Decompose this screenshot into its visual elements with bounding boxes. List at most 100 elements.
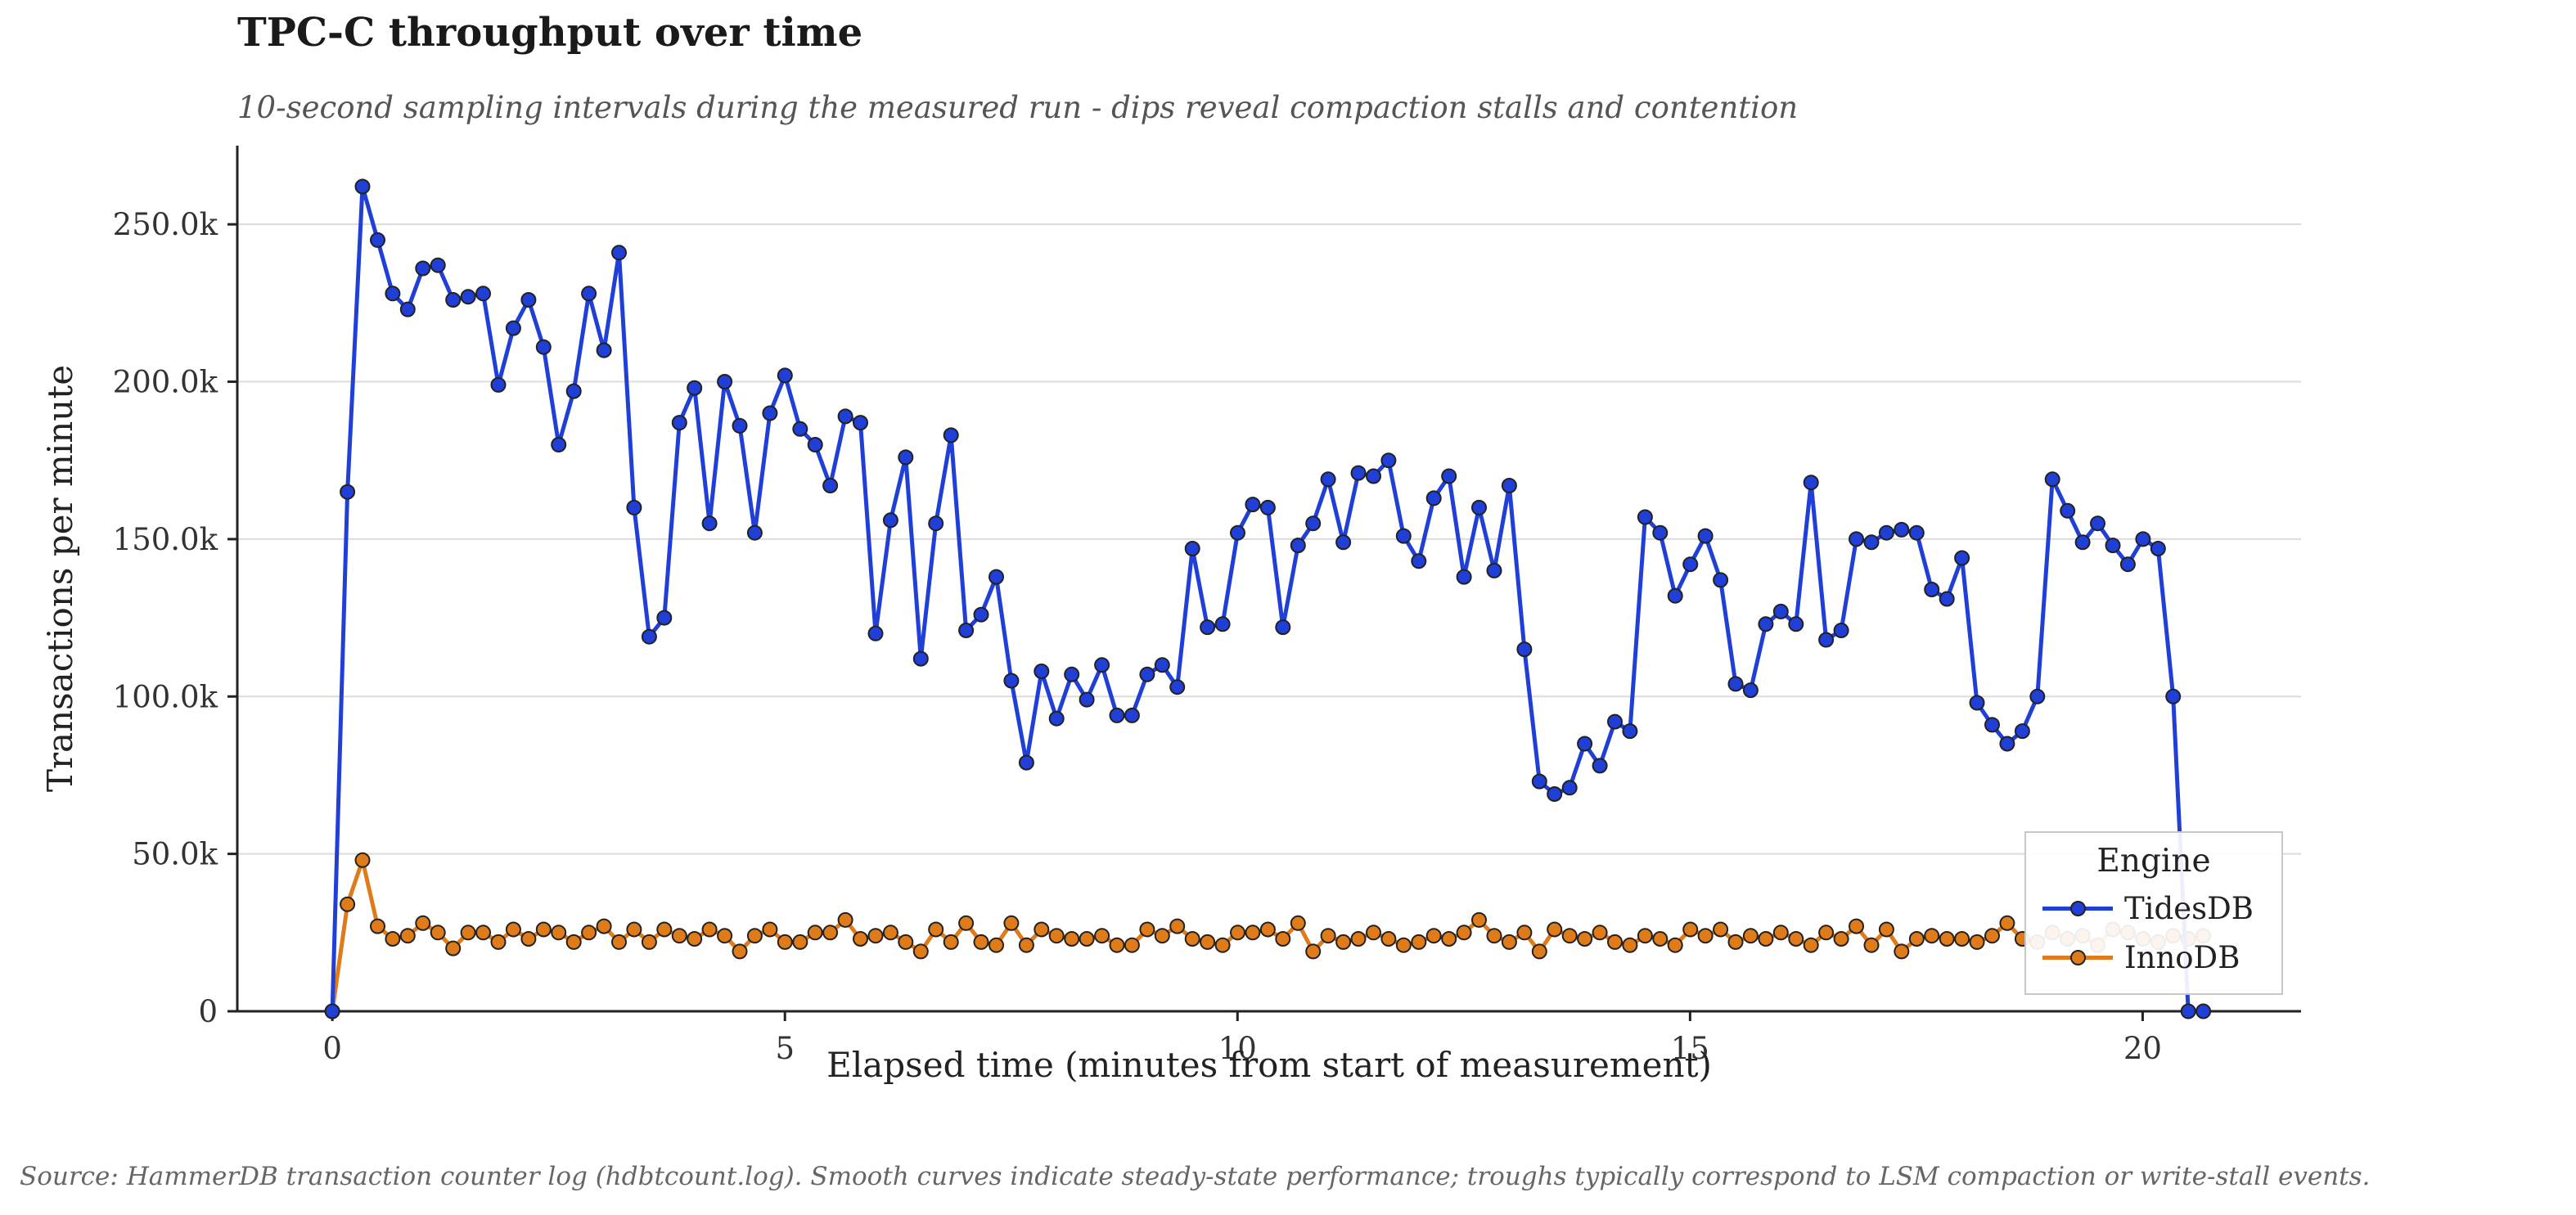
data-point-innodb <box>943 934 959 950</box>
data-point-tidesdb <box>687 380 703 396</box>
data-point-innodb <box>1230 925 1245 941</box>
data-point-innodb <box>822 925 839 941</box>
data-point-innodb <box>1742 928 1759 944</box>
source-footnote: Source: HammerDB transaction counter log… <box>20 1162 2371 1191</box>
data-point-innodb <box>1335 934 1352 950</box>
data-point-innodb <box>1682 921 1699 938</box>
data-point-tidesdb <box>746 524 763 541</box>
data-point-tidesdb <box>1984 717 2000 733</box>
y-tick-label: 250.0k <box>113 207 218 242</box>
data-point-tidesdb <box>1667 587 1683 604</box>
data-point-innodb <box>490 934 507 950</box>
data-point-innodb <box>1727 934 1744 950</box>
data-point-tidesdb <box>520 292 537 308</box>
data-point-innodb <box>807 925 823 941</box>
data-point-tidesdb <box>1742 682 1759 699</box>
data-point-tidesdb <box>2014 723 2030 740</box>
data-point-innodb <box>1214 937 1231 953</box>
data-point-tidesdb <box>340 484 356 500</box>
data-point-innodb <box>1803 937 1819 953</box>
data-point-innodb <box>551 925 567 941</box>
data-point-tidesdb <box>1259 499 1276 515</box>
data-point-tidesdb <box>2165 688 2182 704</box>
data-point-tidesdb <box>1079 691 1095 708</box>
data-point-tidesdb <box>1380 452 1397 469</box>
gridlines <box>237 223 2301 855</box>
data-point-innodb <box>837 911 853 928</box>
data-point-innodb <box>1894 943 1910 960</box>
data-point-innodb <box>1969 934 1985 950</box>
data-point-innodb <box>1713 921 1729 938</box>
data-point-tidesdb <box>385 286 401 302</box>
data-point-tidesdb <box>581 286 597 302</box>
legend-item-innodb: InnoDB <box>2042 938 2240 977</box>
data-point-tidesdb <box>1863 534 1880 551</box>
data-point-tidesdb <box>1878 524 1894 541</box>
data-point-innodb <box>1064 931 1080 947</box>
data-point-tidesdb <box>1727 676 1744 692</box>
data-point-innodb <box>671 928 687 944</box>
data-point-innodb <box>1516 925 1533 941</box>
series-line-tidesdb <box>330 184 2204 1014</box>
data-point-innodb <box>535 921 552 938</box>
data-point-innodb <box>1607 934 1623 950</box>
data-point-tidesdb <box>1501 478 1517 493</box>
data-point-tidesdb <box>912 650 929 667</box>
data-point-tidesdb <box>370 232 385 248</box>
data-point-innodb <box>415 915 431 931</box>
data-point-tidesdb <box>2150 541 2166 556</box>
data-point-tidesdb <box>1999 736 2015 752</box>
data-point-tidesdb <box>1366 468 1381 484</box>
data-point-tidesdb <box>1561 780 1578 796</box>
legend-label-tidesdb: TidesDB <box>2124 890 2254 926</box>
data-point-innodb <box>898 934 914 950</box>
data-point-tidesdb <box>898 449 914 466</box>
data-point-innodb <box>1486 928 1502 944</box>
x-tick-label: 5 <box>775 1031 795 1066</box>
data-point-innodb <box>1441 931 1457 947</box>
data-point-innodb <box>611 934 627 950</box>
tick-labels: 0 50.0k 100.0k 150.0k 200.0k 250.0k 0 5 10 15 20 <box>113 207 2162 1066</box>
data-point-tidesdb <box>1109 707 1125 723</box>
data-point-innodb <box>354 852 371 868</box>
data-point-tidesdb <box>807 437 823 452</box>
data-point-tidesdb <box>882 512 898 529</box>
data-point-innodb <box>656 921 673 938</box>
data-point-innodb <box>1018 937 1034 953</box>
data-point-tidesdb <box>1395 528 1412 544</box>
data-point-tidesdb <box>535 339 552 355</box>
data-point-innodb <box>1622 937 1638 953</box>
data-point-innodb <box>505 921 521 938</box>
legend-title: Engine <box>2096 843 2211 880</box>
data-point-tidesdb <box>1486 562 1502 578</box>
data-point-tidesdb <box>1622 723 1638 740</box>
x-axis-label: Elapsed time (minutes from start of meas… <box>826 1045 1712 1085</box>
y-tick-label: 0 <box>198 994 218 1029</box>
data-point-innodb <box>1048 928 1065 944</box>
data-point-innodb <box>1079 931 1095 947</box>
data-point-tidesdb <box>1169 679 1186 695</box>
data-point-tidesdb <box>1803 475 1819 491</box>
data-point-innodb <box>581 925 597 941</box>
data-point-tidesdb <box>1200 619 1216 636</box>
data-point-innodb <box>430 925 446 941</box>
data-point-innodb <box>746 928 763 944</box>
data-point-tidesdb <box>460 289 476 305</box>
data-point-innodb <box>1833 931 1849 947</box>
data-point-innodb <box>1094 928 1110 944</box>
data-point-innodb <box>1034 921 1050 938</box>
data-point-tidesdb <box>596 342 612 358</box>
data-point-innodb <box>928 921 944 938</box>
data-point-innodb <box>520 931 537 947</box>
data-point-tidesdb <box>853 415 868 431</box>
data-point-tidesdb <box>1652 524 1669 541</box>
data-point-tidesdb <box>762 405 778 421</box>
data-point-innodb <box>1139 921 1155 938</box>
data-point-tidesdb <box>1214 616 1231 632</box>
data-point-tidesdb <box>1184 541 1200 556</box>
data-point-innodb <box>1124 937 1140 953</box>
data-point-tidesdb <box>2074 534 2091 551</box>
data-point-innodb <box>385 931 401 947</box>
data-point-tidesdb <box>415 260 431 277</box>
data-point-tidesdb <box>2044 471 2060 488</box>
